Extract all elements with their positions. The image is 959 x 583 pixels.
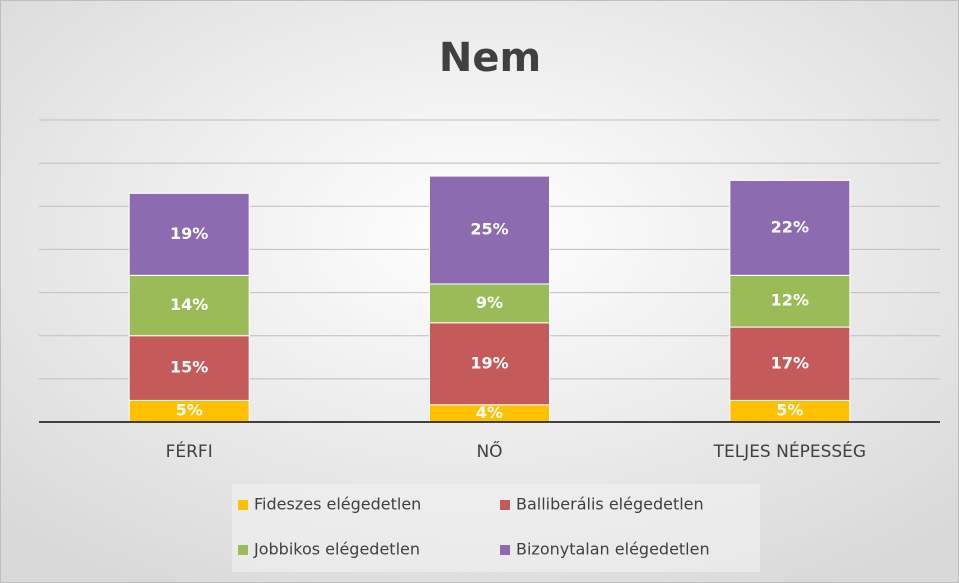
data-label: 12% (771, 291, 809, 310)
data-label: 15% (170, 358, 208, 377)
data-label: 9% (476, 293, 503, 312)
data-label: 5% (776, 401, 803, 420)
data-label: 4% (476, 403, 503, 422)
legend-box (232, 484, 760, 572)
bar-segment (429, 322, 550, 406)
data-label: 5% (176, 401, 203, 420)
x-tick-label: FÉRFI (166, 440, 213, 462)
legend-label: Balliberális elégedetlen (516, 495, 704, 514)
data-label: 25% (470, 220, 508, 239)
chart-title: Nem (439, 35, 541, 81)
bar-segment (729, 179, 851, 276)
legend-swatch (238, 545, 248, 555)
legend-swatch (500, 545, 510, 555)
bar-segment (128, 335, 250, 401)
legend-label: Fideszes elégedetlen (254, 495, 421, 514)
bar-segment (729, 274, 851, 328)
x-tick-label: TELJES NÉPESSÉG (713, 440, 867, 462)
bar-segment (128, 192, 250, 276)
bar-segment (729, 326, 851, 401)
bar-segment (128, 274, 250, 337)
legend-swatch (238, 500, 248, 510)
bar-segment (429, 175, 550, 285)
data-label: 17% (771, 353, 809, 372)
legend-label: Bizonytalan elégedetlen (516, 540, 710, 559)
data-label: 19% (470, 353, 508, 372)
legend-swatch (500, 500, 510, 510)
data-label: 19% (170, 224, 208, 243)
data-label: 14% (170, 295, 208, 314)
bar-segment (429, 283, 550, 324)
legend-label: Jobbikos elégedetlen (253, 540, 420, 559)
data-label: 22% (771, 217, 809, 236)
x-tick-label: NŐ (476, 440, 502, 462)
